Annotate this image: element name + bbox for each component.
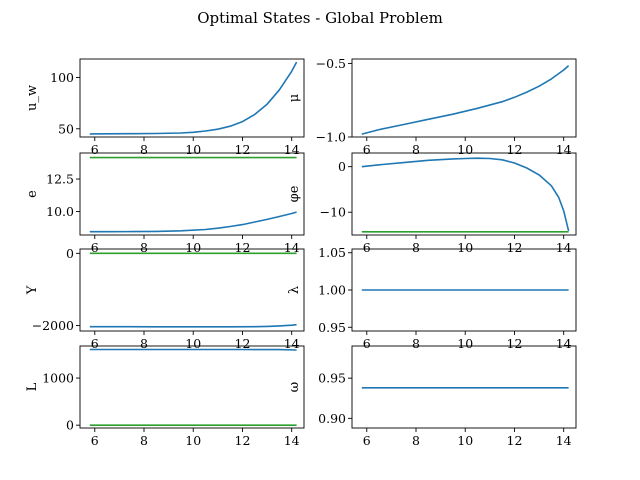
y-tick-label: −10 <box>320 205 346 220</box>
axes-frame <box>351 345 577 429</box>
y-tick-label: 0 <box>338 159 346 174</box>
x-tick-label: 14 <box>556 240 572 255</box>
x-tick-label: 10 <box>185 240 201 255</box>
y-axis-label: u_w <box>25 85 40 111</box>
series-line-2 <box>89 323 297 328</box>
x-tick-label: 6 <box>363 433 371 448</box>
y-axis-label: μ <box>287 94 302 102</box>
x-tick-label: 14 <box>556 433 572 448</box>
subplot-3: 6 8 10 12 14 10.0 12.5 e <box>25 152 305 255</box>
x-tick-label: 10 <box>185 142 201 157</box>
y-tick-label: 0.95 <box>318 320 346 335</box>
y-tick-label: 0.95 <box>318 371 346 386</box>
y-tick-label: 0 <box>66 246 74 261</box>
subplot-8: 6 8 10 12 14 0.90 0.95 ω <box>287 345 577 448</box>
series-line-2 <box>361 157 570 232</box>
y-tick-label: 10.0 <box>46 204 74 219</box>
x-tick-label: 10 <box>457 336 473 351</box>
x-tick-label: 14 <box>556 336 572 351</box>
y-tick-label: −0.5 <box>316 56 346 71</box>
x-tick-label: 10 <box>185 433 201 448</box>
x-tick-label: 12 <box>235 433 251 448</box>
axes-frame <box>79 248 305 332</box>
x-tick-label: 8 <box>412 433 420 448</box>
x-tick-label: 8 <box>140 336 148 351</box>
x-tick-label: 12 <box>235 142 251 157</box>
x-tick-label: 14 <box>284 433 300 448</box>
axes-frame <box>79 345 305 429</box>
y-tick-label: 50 <box>58 121 74 136</box>
x-tick-label: 14 <box>284 336 300 351</box>
x-tick-label: 12 <box>507 433 523 448</box>
x-tick-label: 14 <box>284 240 300 255</box>
series-line-1 <box>361 65 570 135</box>
x-tick-label: 6 <box>91 433 99 448</box>
x-tick-label: 14 <box>556 142 572 157</box>
x-tick-label: 12 <box>507 240 523 255</box>
y-axis-label: e <box>25 190 40 198</box>
series-line-1 <box>89 61 298 135</box>
y-tick-label: 1000 <box>42 371 74 386</box>
subplot-2: 6 8 10 12 14 −1.0 −0.5 μ <box>287 56 577 157</box>
x-tick-label: 8 <box>412 142 420 157</box>
y-tick-label: −1.0 <box>316 130 346 145</box>
x-tick-label: 10 <box>457 142 473 157</box>
axes-frame <box>79 152 305 236</box>
x-tick-label: 6 <box>363 142 371 157</box>
x-tick-label: 10 <box>457 433 473 448</box>
y-axis-label: Y <box>25 285 40 295</box>
y-tick-label: −2000 <box>32 318 74 333</box>
y-tick-label: 1.05 <box>318 245 346 260</box>
series-line-2 <box>89 211 297 233</box>
y-tick-label: 0.90 <box>318 411 346 426</box>
y-tick-label: 1.00 <box>318 283 346 298</box>
y-tick-label: 12.5 <box>46 172 74 187</box>
x-tick-label: 10 <box>185 336 201 351</box>
x-tick-label: 12 <box>235 240 251 255</box>
x-tick-label: 8 <box>140 240 148 255</box>
y-axis-label: λ <box>287 286 302 294</box>
x-tick-label: 6 <box>91 336 99 351</box>
y-tick-label: 100 <box>50 70 74 85</box>
figure-title: Optimal States - Global Problem <box>197 9 443 27</box>
x-tick-label: 12 <box>507 336 523 351</box>
x-tick-label: 6 <box>91 142 99 157</box>
x-tick-label: 8 <box>412 336 420 351</box>
x-tick-label: 8 <box>140 142 148 157</box>
subplot-5: 6 8 10 12 14 −2000 0 Y <box>25 246 305 351</box>
x-tick-label: 8 <box>412 240 420 255</box>
subplot-6: 6 8 10 12 14 0.95 1.00 1.05 λ <box>287 245 577 351</box>
axes-frame <box>79 58 305 138</box>
axes-frame <box>351 58 577 138</box>
axes-frame <box>351 152 577 236</box>
y-tick-label: 0 <box>66 418 74 433</box>
x-tick-label: 12 <box>507 142 523 157</box>
y-axis-label: φe <box>287 185 302 202</box>
subplot-4: 6 8 10 12 14 −10 0 φe <box>287 152 577 255</box>
x-tick-label: 8 <box>140 433 148 448</box>
x-tick-label: 12 <box>235 336 251 351</box>
y-axis-label: ω <box>287 382 302 393</box>
series-line-2 <box>89 348 297 351</box>
x-tick-label: 10 <box>457 240 473 255</box>
subplot-1: 6 8 10 12 14 50 100 u_w <box>25 58 305 157</box>
x-tick-label: 6 <box>91 240 99 255</box>
x-tick-label: 6 <box>363 240 371 255</box>
x-tick-label: 6 <box>363 336 371 351</box>
y-axis-label: L <box>25 382 40 391</box>
x-tick-label: 14 <box>284 142 300 157</box>
